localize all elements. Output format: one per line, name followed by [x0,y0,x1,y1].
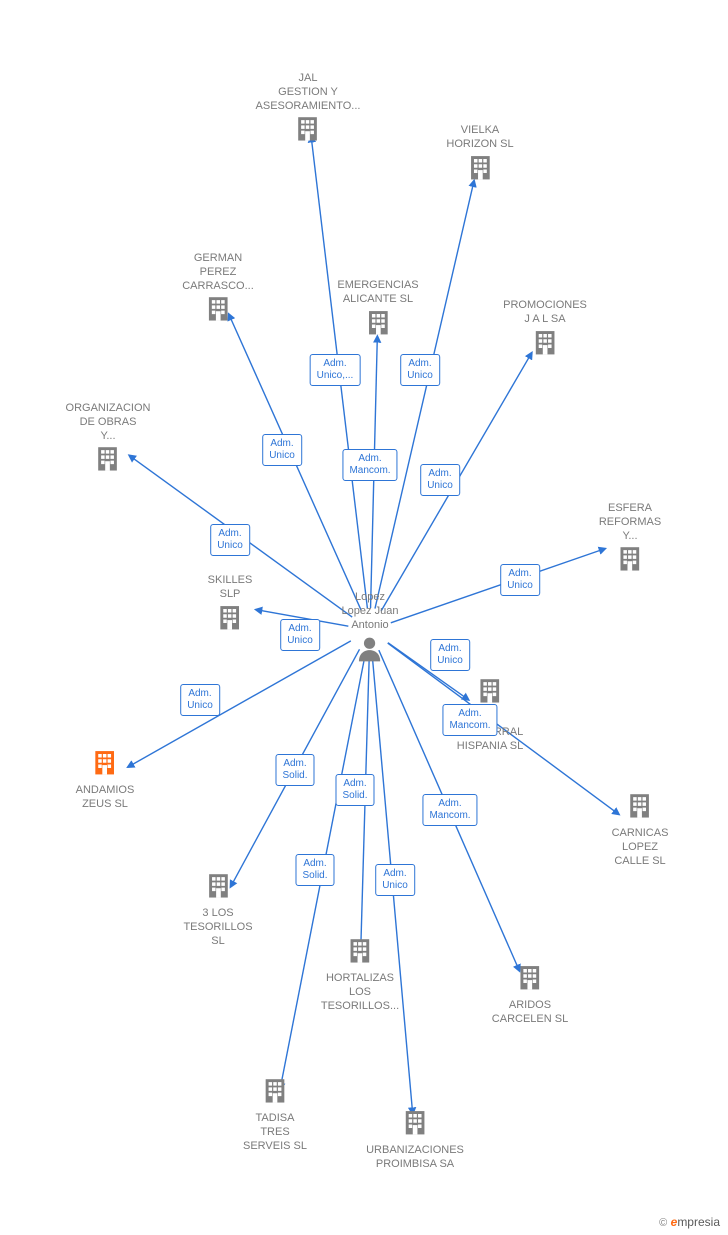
node-label: 3 LOS TESORILLOS SL [183,907,252,948]
building-icon [616,545,644,578]
building-icon [401,1109,429,1142]
node-label: PROMOCIONES J A L SA [503,299,587,327]
edge-label[interactable]: Adm. Unico [500,564,540,596]
node-label: CARNICAS LOPEZ CALLE SL [612,827,669,868]
edge-label[interactable]: Adm. Mancom. [422,794,477,826]
building-icon [364,308,392,341]
edge-label[interactable]: Adm. Unico [375,864,415,896]
copyright-symbol: © [659,1217,667,1229]
building-icon [204,872,232,905]
edge-label[interactable]: Adm. Solid. [335,774,374,806]
edge-label[interactable]: Adm. Mancom. [342,449,397,481]
edge-label[interactable]: Adm. Unico [210,524,250,556]
edge-label[interactable]: Adm. Unico,... [310,354,361,386]
company-node-vielka[interactable]: VIELKA HORIZON SL [446,124,513,187]
building-icon [346,937,374,970]
node-label: TADISA TRES SERVEIS SL [243,1112,307,1153]
building-icon [294,115,322,148]
node-label: VIELKA HORIZON SL [446,124,513,152]
person-node-person[interactable]: Lopez Lopez Juan Antonio [342,591,399,669]
company-node-organizacion[interactable]: ORGANIZACION DE OBRAS Y... [66,402,151,478]
node-label: JAL GESTION Y ASESORAMIENTO... [256,72,361,113]
edge-line [391,549,606,623]
company-node-tadisa[interactable]: TADISA TRES SERVEIS SL [243,1077,307,1153]
edge-label[interactable]: Adm. Unico [262,434,302,466]
edge-label[interactable]: Adm. Solid. [275,754,314,786]
building-icon [91,749,119,782]
company-node-skilles[interactable]: SKILLES SLP [208,574,253,637]
edge-label[interactable]: Adm. Unico [180,684,220,716]
company-node-urbanizaciones[interactable]: URBANIZACIONES PROIMBISA SA [366,1109,464,1172]
node-label: HORTALIZAS LOS TESORILLOS... [321,972,399,1013]
edge-label[interactable]: Adm. Unico [400,354,440,386]
node-label: EMERGENCIAS ALICANTE SL [337,279,418,307]
node-label: Lopez Lopez Juan Antonio [342,591,399,632]
person-icon [355,634,385,669]
building-icon [626,792,654,825]
company-node-emergencias[interactable]: EMERGENCIAS ALICANTE SL [337,279,418,342]
attribution: © empresia [659,1215,720,1229]
company-node-hortalizas[interactable]: HORTALIZAS LOS TESORILLOS... [321,937,399,1013]
node-label: ARIDOS CARCELEN SL [492,999,568,1027]
edge-label[interactable]: Adm. Solid. [295,854,334,886]
company-node-esfera[interactable]: ESFERA REFORMAS Y... [599,502,661,578]
company-node-promociones[interactable]: PROMOCIONES J A L SA [503,299,587,362]
node-label: ESFERA REFORMAS Y... [599,502,661,543]
edge-label[interactable]: Adm. Mancom. [442,704,497,736]
company-node-german[interactable]: GERMAN PEREZ CARRASCO... [182,252,254,328]
company-node-carnicas[interactable]: CARNICAS LOPEZ CALLE SL [612,792,669,868]
company-node-jal[interactable]: JAL GESTION Y ASESORAMIENTO... [256,72,361,148]
building-icon [204,295,232,328]
company-node-aridos[interactable]: ARIDOS CARCELEN SL [492,964,568,1027]
building-icon [466,153,494,186]
building-icon [94,445,122,478]
edge-label[interactable]: Adm. Unico [420,464,460,496]
edge-line [128,641,351,767]
node-label: ANDAMIOS ZEUS SL [76,784,135,812]
edge-label[interactable]: Adm. Unico [430,639,470,671]
node-label: GERMAN PEREZ CARRASCO... [182,252,254,293]
edge-label[interactable]: Adm. Unico [280,619,320,651]
node-label: URBANIZACIONES PROIMBISA SA [366,1144,464,1172]
network-canvas: Lopez Lopez Juan Antonio JAL GESTION Y A… [0,0,728,1235]
company-node-andamios[interactable]: ANDAMIOS ZEUS SL [76,749,135,812]
building-icon [216,603,244,636]
node-label: ORGANIZACION DE OBRAS Y... [66,402,151,443]
brand-rest: mpresia [677,1215,720,1229]
company-node-tesorillos3[interactable]: 3 LOS TESORILLOS SL [183,872,252,948]
building-icon [531,328,559,361]
node-label: SKILLES SLP [208,574,253,602]
building-icon [516,964,544,997]
edge-line [375,180,474,608]
building-icon [261,1077,289,1110]
